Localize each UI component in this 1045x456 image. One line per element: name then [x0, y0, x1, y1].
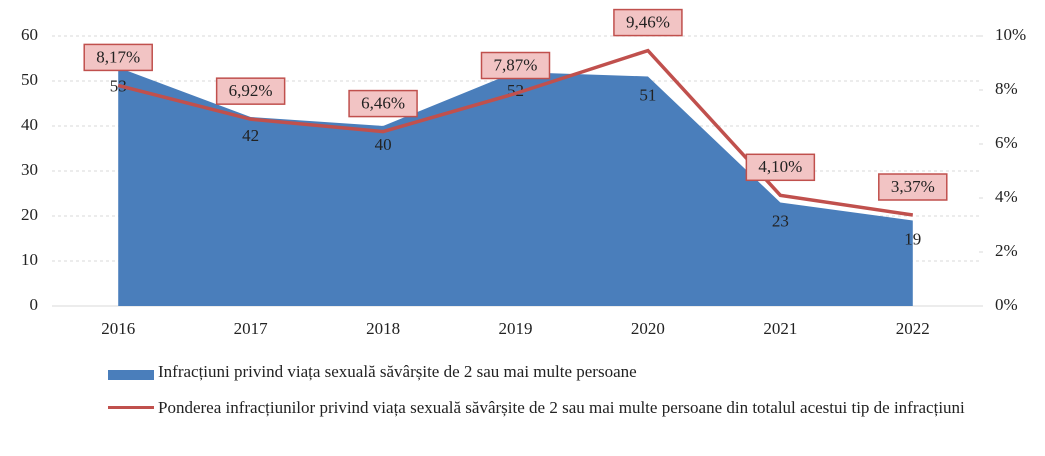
data-label: 19	[904, 229, 921, 248]
legend-label: Infracțiuni privind viața sexuală săvârș…	[158, 362, 637, 381]
x-tick-label: 2019	[499, 319, 533, 338]
data-label-box: 9,46%	[613, 8, 683, 37]
y-tick-label: 40	[21, 115, 38, 134]
legend-entry: Ponderea infracțiunilor privind viața se…	[108, 398, 1008, 418]
data-label: 7,87%	[494, 55, 538, 74]
label-bg	[480, 51, 551, 80]
legend-swatch	[108, 370, 154, 380]
data-label: 6,92%	[229, 81, 273, 100]
y-tick-label: 0	[30, 295, 39, 314]
data-label-box: 6,46%	[348, 89, 418, 118]
y-tick-label: 30	[21, 160, 38, 179]
y2-tick-label: 8%	[995, 79, 1018, 98]
data-label-box: 4,10%	[745, 153, 816, 182]
y-tick-label: 60	[21, 25, 38, 44]
legend-entry: Infracțiuni privind viața sexuală săvârș…	[108, 362, 1008, 382]
data-label: 4,10%	[758, 157, 802, 176]
label-bg	[215, 77, 286, 105]
data-label: 42	[242, 126, 259, 145]
data-label: 51	[639, 85, 656, 104]
data-label: 23	[772, 211, 789, 230]
data-label-box: 7,87%	[480, 51, 551, 80]
label-bg	[745, 153, 816, 182]
legend: Infracțiuni privind viața sexuală săvârș…	[108, 362, 1008, 434]
data-label: 3,37%	[891, 177, 935, 196]
y2-tick-label: 10%	[995, 25, 1026, 44]
x-tick-label: 2018	[366, 319, 400, 338]
data-label-box: 8,17%	[83, 43, 153, 72]
label-bg	[83, 43, 153, 72]
label-bg	[348, 89, 418, 118]
data-label-box: 3,37%	[878, 173, 948, 201]
label-bg	[613, 8, 683, 37]
x-tick-label: 2017	[234, 319, 269, 338]
y-tick-label: 20	[21, 205, 38, 224]
y-tick-label: 50	[21, 70, 38, 89]
label-bg	[878, 173, 948, 201]
y2-tick-label: 6%	[995, 133, 1018, 152]
x-tick-label: 2022	[896, 319, 930, 338]
data-label: 9,46%	[626, 12, 670, 31]
y2-tick-label: 4%	[995, 187, 1018, 206]
data-label: 6,46%	[361, 93, 405, 112]
data-label: 40	[375, 135, 392, 154]
x-tick-label: 2021	[763, 319, 797, 338]
y2-tick-label: 2%	[995, 241, 1018, 260]
data-label: 8,17%	[96, 47, 140, 66]
line	[117, 48, 914, 217]
x-tick-label: 2020	[631, 319, 665, 338]
x-tick-label: 2016	[101, 319, 135, 338]
y2-tick-label: 0%	[995, 295, 1018, 314]
y-tick-label: 10	[21, 250, 38, 269]
chart: 0 10 20 30 40 50 60 0% 2% 4% 6% 8% 10% 2016 2017 2018 20…	[21, 8, 1026, 338]
legend-label: Ponderea infracțiunilor privind viața se…	[158, 398, 965, 417]
legend-swatch	[108, 406, 154, 409]
data-label-box: 6,92%	[215, 77, 286, 105]
